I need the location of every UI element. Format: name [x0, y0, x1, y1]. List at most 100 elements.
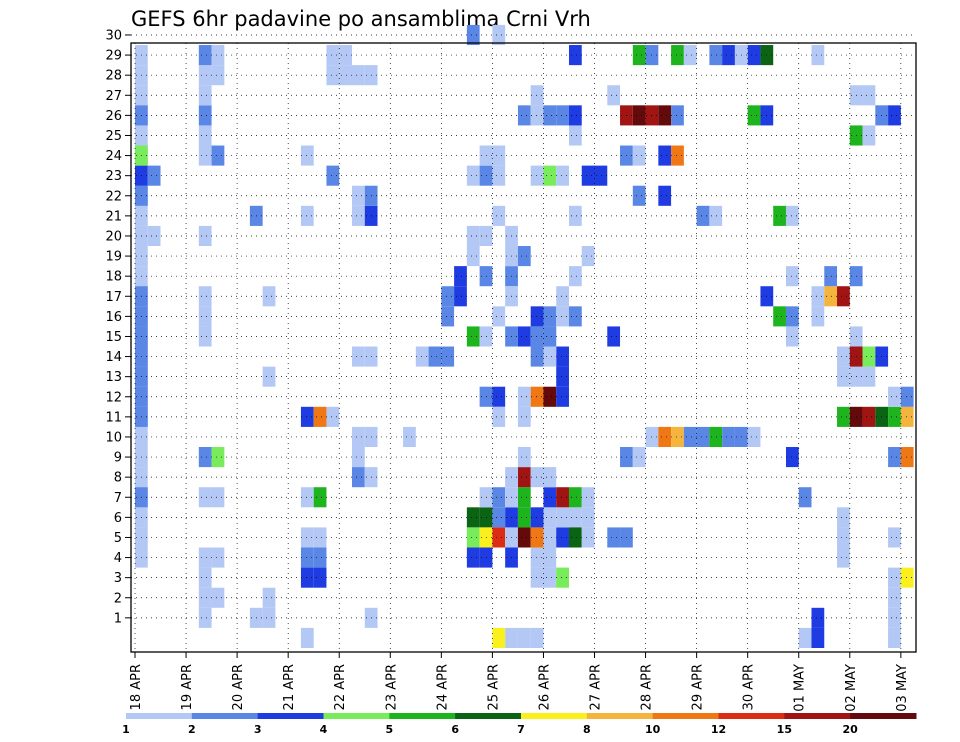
heatmap-cell: [837, 366, 850, 387]
heatmap-cell: [632, 185, 646, 206]
heatmap-cell: [785, 266, 799, 287]
heatmap-cell: [568, 507, 582, 528]
heatmap-cell: [517, 627, 531, 648]
y-tick-label: 7: [114, 491, 122, 506]
x-tick-label: 02 MAY: [844, 664, 859, 712]
heatmap-cell: [581, 527, 595, 548]
heatmap-cell: [147, 165, 161, 186]
heatmap-cell: [594, 165, 608, 186]
heatmap-cells: [135, 24, 914, 648]
heatmap-cell: [568, 487, 582, 508]
y-tick-label: 2: [114, 591, 122, 606]
heatmap-cell: [198, 105, 212, 126]
heatmap-cell: [581, 507, 595, 528]
heatmap-cell: [888, 406, 901, 427]
heatmap-cell: [607, 527, 621, 548]
heatmap-cell: [556, 567, 569, 588]
heatmap-cell: [530, 547, 544, 568]
heatmap-cell: [198, 286, 212, 307]
heatmap-cell: [530, 306, 544, 327]
heatmap-cell: [517, 447, 531, 468]
y-tick-label: 28: [105, 69, 122, 84]
legend-label: 8: [583, 723, 591, 736]
heatmap-cell: [632, 447, 646, 468]
heatmap-cell: [492, 24, 506, 46]
heatmap-cell: [530, 85, 544, 106]
heatmap-cell: [543, 105, 557, 126]
heatmap-cell: [198, 567, 212, 588]
heatmap-cell: [671, 45, 684, 66]
heatmap-cell: [556, 507, 569, 528]
heatmap-cell: [556, 366, 569, 387]
heatmap-cell: [530, 346, 544, 367]
y-tick-label: 3: [114, 571, 122, 586]
heatmap-cell: [658, 185, 672, 206]
heatmap-cell: [198, 587, 212, 608]
heatmap-cell: [403, 426, 416, 448]
heatmap-cell: [300, 567, 314, 588]
heatmap-cell: [658, 105, 672, 126]
legend-label: 2: [188, 723, 196, 736]
heatmap-cell: [747, 426, 761, 448]
heatmap-cell: [211, 587, 225, 608]
heatmap-cell: [351, 205, 365, 226]
heatmap-cell: [683, 45, 697, 66]
color-legend: 1 2 3 4 5 6 7 8 10 12 15 20: [122, 713, 917, 736]
heatmap-cell: [530, 527, 544, 548]
heatmap-cell: [837, 547, 850, 568]
heatmap-cell: [632, 145, 646, 166]
heatmap-cell: [198, 447, 212, 468]
legend-swatch: [718, 713, 785, 719]
heatmap-cell: [211, 65, 225, 86]
heatmap-cell: [581, 246, 595, 267]
heatmap-cell: [466, 24, 480, 46]
heatmap-cell: [568, 306, 582, 327]
heatmap-cell: [517, 487, 531, 508]
heatmap-cell: [147, 225, 161, 247]
legend-swatch: [850, 713, 917, 719]
heatmap-cell: [517, 527, 531, 548]
heatmap-cell: [556, 527, 569, 548]
heatmap-cell: [198, 306, 212, 327]
y-tick-label: 18: [105, 270, 122, 285]
heatmap-cell: [658, 426, 672, 448]
x-tick-label: 26 APR: [537, 664, 552, 710]
heatmap-cell: [351, 447, 365, 468]
legend-swatch: [455, 713, 522, 719]
heatmap-cell: [556, 165, 569, 186]
heatmap-cell: [530, 627, 544, 648]
heatmap-cell: [581, 487, 595, 508]
heatmap-cell: [709, 426, 723, 448]
heatmap-cell: [556, 306, 569, 327]
y-tick-label: 9: [114, 451, 122, 466]
heatmap-cell: [441, 286, 455, 307]
heatmap-cell: [198, 326, 212, 347]
heatmap-cell: [888, 627, 901, 648]
x-tick-label: 18 APR: [129, 664, 144, 710]
heatmap-cell: [415, 346, 429, 367]
heatmap-cell: [888, 587, 901, 608]
legend-swatch: [191, 713, 259, 719]
heatmap-cell: [428, 346, 442, 367]
grid: [131, 34, 916, 652]
heatmap-cell: [211, 487, 225, 508]
legend-swatch: [586, 713, 654, 719]
heatmap-cell: [466, 507, 480, 528]
y-tick-label: 11: [105, 410, 122, 425]
y-tick-label: 17: [105, 290, 122, 305]
y-tick-label: 24: [105, 149, 122, 164]
heatmap-cell: [351, 65, 365, 86]
heatmap-cell: [837, 346, 850, 367]
heatmap-cell: [300, 527, 314, 548]
heatmap-cell: [351, 426, 365, 448]
heatmap-cell: [492, 527, 506, 548]
heatmap-cell: [198, 225, 212, 247]
heatmap-cell: [517, 386, 531, 407]
heatmap-cell: [556, 346, 569, 367]
heatmap-cell: [339, 65, 352, 86]
heatmap-cell: [632, 105, 646, 126]
heatmap-cell: [862, 85, 876, 106]
heatmap-cell: [300, 406, 314, 427]
heatmap-cell: [530, 386, 544, 407]
